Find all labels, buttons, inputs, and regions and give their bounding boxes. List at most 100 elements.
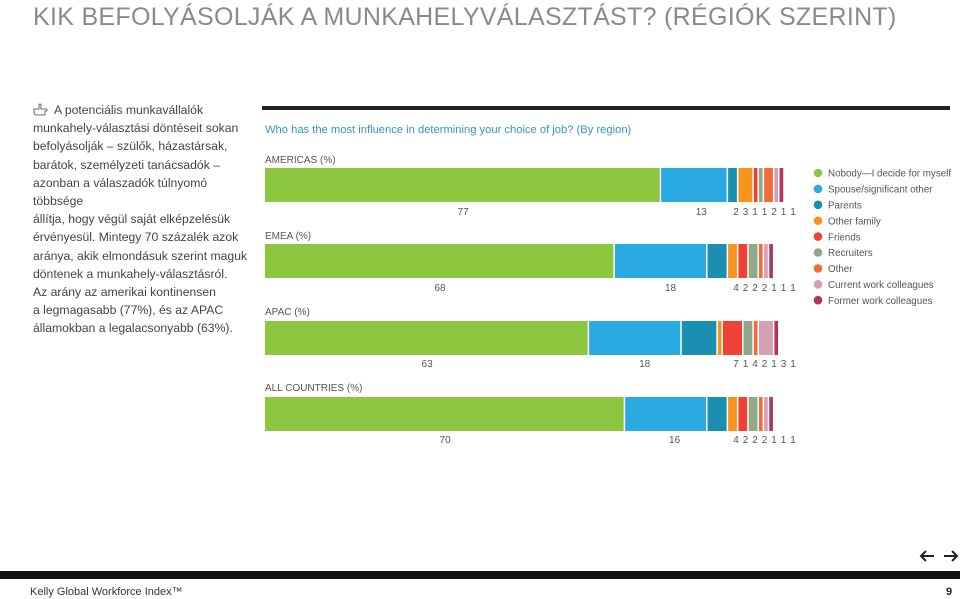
legend-marker-7 [813,280,823,289]
value-label-0-5: 1 [762,207,768,218]
bar-segment-0-0 [265,168,660,202]
bar-segment-3-8 [769,397,773,431]
bar-segment-2-6 [753,321,758,355]
value-label-3-8: 1 [790,435,796,446]
value-label-2-3: 1 [743,359,749,370]
value-label-3-4: 2 [752,435,758,446]
value-label-3-3: 2 [743,435,749,446]
legend-label-6: Other [828,264,853,275]
legend-label-0: Nobody—I decide for myself [828,169,951,180]
footer-brand: Kelly Global Workforce Index™ [30,586,183,598]
value-label-1-0: 68 [434,283,446,294]
value-label-0-7: 1 [781,207,787,218]
bar-segment-0-4 [753,168,758,202]
chart-title: Who has the most influence in determinin… [265,124,632,136]
category-label-1: EMEA (%) [265,231,311,242]
legend-label-7: Current work colleagues [828,280,934,291]
legend-label-4: Friends [828,232,861,243]
value-label-1-2: 4 [733,283,739,294]
value-label-1-4: 2 [752,283,758,294]
bar-segment-0-7 [774,168,779,202]
intro-line-3: barátok, személyzeti tanácsadók – [33,157,220,172]
value-label-0-4: 1 [752,207,758,218]
arrow-left-icon[interactable] [918,547,936,565]
bar-segment-3-4 [738,397,748,431]
bar-segment-0-1 [661,168,727,202]
bar-segment-1-3 [728,244,737,278]
intro-line-4: azonban a válaszadók túlnyomó többsége [33,175,208,209]
category-label-2: APAC (%) [265,307,310,318]
intro-line-5: állítja, hogy végül saját elképzelésük [33,212,231,227]
value-label-2-8: 1 [790,359,796,370]
bar-segment-1-7 [764,244,768,278]
intro-line-1: munkahely-választási döntéseit sokan [33,121,239,136]
bar-segment-0-5 [758,168,763,202]
bar-segment-1-8 [769,244,773,278]
category-label-0: AMERICAS (%) [265,155,336,166]
bar-segment-2-0 [265,321,588,355]
value-label-0-2: 2 [733,207,739,218]
value-label-1-5: 2 [762,283,768,294]
intro-line-6: érvényesül. Mintegy 70 százalék azok [33,230,239,245]
intro-line-9: Az arány az amerikai kontinensen [33,285,216,300]
bar-segment-1-6 [758,244,763,278]
top-divider [262,106,950,110]
bar-segment-2-4 [722,321,743,355]
bar-segment-1-2 [707,244,727,278]
footer-bar [0,571,960,579]
value-label-0-1: 13 [696,207,708,218]
bar-segment-0-3 [738,168,753,202]
intro-line-10: a legmagasabb (77%), és az APAC [33,303,224,318]
bar-segment-1-1 [614,244,707,278]
value-label-0-6: 2 [771,207,777,218]
legend-label-2: Parents [828,201,862,212]
value-label-2-0: 63 [422,359,434,370]
legend-marker-3 [813,216,823,225]
legend-marker-6 [813,264,823,273]
bar-segment-2-5 [743,321,753,355]
intro-line-8: döntenek a munkahely-választásról. [33,266,228,281]
intro-line-0-text: A potenciális munkavállalók [54,103,204,117]
value-label-1-1: 18 [665,283,677,294]
value-label-0-0: 77 [458,207,470,218]
legend-marker-0 [813,168,823,178]
pointing-hand-icon [33,103,48,116]
bar-segment-0-2 [728,168,737,202]
legend-label-8: Former work colleagues [828,296,933,307]
bar-segment-1-5 [748,244,758,278]
bar-segment-3-1 [625,397,707,431]
value-label-0-8: 1 [790,207,796,218]
intro-line-2: befolyásolják – szülők, házastársak, [33,139,228,154]
value-label-3-6: 1 [771,435,777,446]
bar-segment-3-5 [748,397,758,431]
legend-label-5: Recruiters [828,248,873,259]
bar-segment-3-3 [728,397,737,431]
intro-line-11: államokban a legalacsonyabb (63%). [33,321,233,336]
value-label-3-7: 1 [781,435,787,446]
bar-segment-3-7 [764,397,768,431]
bar-segment-3-0 [265,397,624,431]
page-title: KIK BEFOLYÁSOLJÁK A MUNKAHELYVÁLASZTÁST?… [33,3,897,31]
bar-segment-1-0 [265,244,614,278]
value-label-3-0: 70 [440,435,452,446]
bar-segment-2-2 [681,321,717,355]
bar-segment-2-8 [774,321,779,355]
bar-segment-2-7 [758,321,773,355]
value-label-1-6: 1 [771,283,777,294]
value-label-2-5: 2 [762,359,768,370]
value-label-2-2: 7 [733,359,739,370]
arrow-right-icon[interactable] [942,547,960,565]
value-label-3-1: 16 [669,435,681,446]
legend-marker-1 [813,184,823,194]
legend-marker-2 [813,200,823,210]
value-label-2-6: 1 [771,359,777,370]
category-label-3: ALL COUNTRIES (%) [265,383,362,394]
value-label-1-3: 2 [743,283,749,294]
page-number: 9 [946,586,953,598]
legend-marker-8 [813,295,823,305]
value-label-1-8: 1 [790,283,796,294]
value-label-2-7: 3 [781,359,787,370]
intro-paragraph: A potenciális munkavállalók munkahely-vá… [33,101,248,338]
bar-segment-0-6 [764,168,773,202]
bar-segment-2-3 [717,321,722,355]
